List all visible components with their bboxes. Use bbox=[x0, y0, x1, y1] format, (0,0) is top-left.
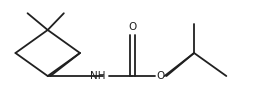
Text: O: O bbox=[128, 22, 136, 32]
Text: NH: NH bbox=[90, 71, 106, 81]
Text: O: O bbox=[156, 71, 165, 81]
